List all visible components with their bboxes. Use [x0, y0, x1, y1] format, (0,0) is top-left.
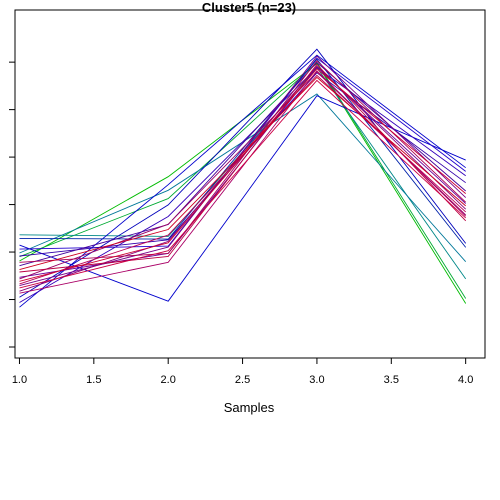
series-line-11 — [19, 72, 466, 257]
x-axis: 1.0 1.5 2.0 2.5 3.0 3.5 4.0 — [12, 358, 473, 386]
x-tick-label-4: 3.0 — [309, 374, 324, 386]
series-line-22 — [19, 68, 466, 282]
series-line-21 — [19, 79, 467, 289]
series-line-2 — [19, 61, 467, 299]
series-line-7 — [19, 48, 467, 298]
series-line-9 — [19, 58, 467, 248]
x-tick-label-3: 2.5 — [235, 374, 250, 386]
series-line-6 — [19, 54, 466, 308]
x-tick-label-5: 3.5 — [384, 374, 399, 386]
x-axis-label: Samples — [224, 400, 275, 415]
series-line-17 — [19, 70, 467, 294]
series-line-10 — [19, 66, 466, 303]
x-tick-label-1: 1.5 — [86, 374, 101, 386]
y-axis — [9, 61, 15, 348]
x-tick-label-2: 2.0 — [161, 374, 176, 386]
x-tick-label-0: 1.0 — [12, 374, 27, 386]
series-line-20 — [19, 63, 467, 273]
series-line-13 — [19, 66, 467, 278]
series-line-4 — [19, 93, 467, 262]
x-tick-label-6: 4.0 — [458, 374, 473, 386]
plot-frame — [14, 9, 486, 359]
chart-title: Cluster5 (n=23) — [202, 0, 296, 15]
series-line-18 — [19, 60, 467, 263]
series-line-15 — [19, 65, 467, 292]
series-line-23 — [19, 76, 466, 271]
series-layer — [19, 48, 467, 308]
